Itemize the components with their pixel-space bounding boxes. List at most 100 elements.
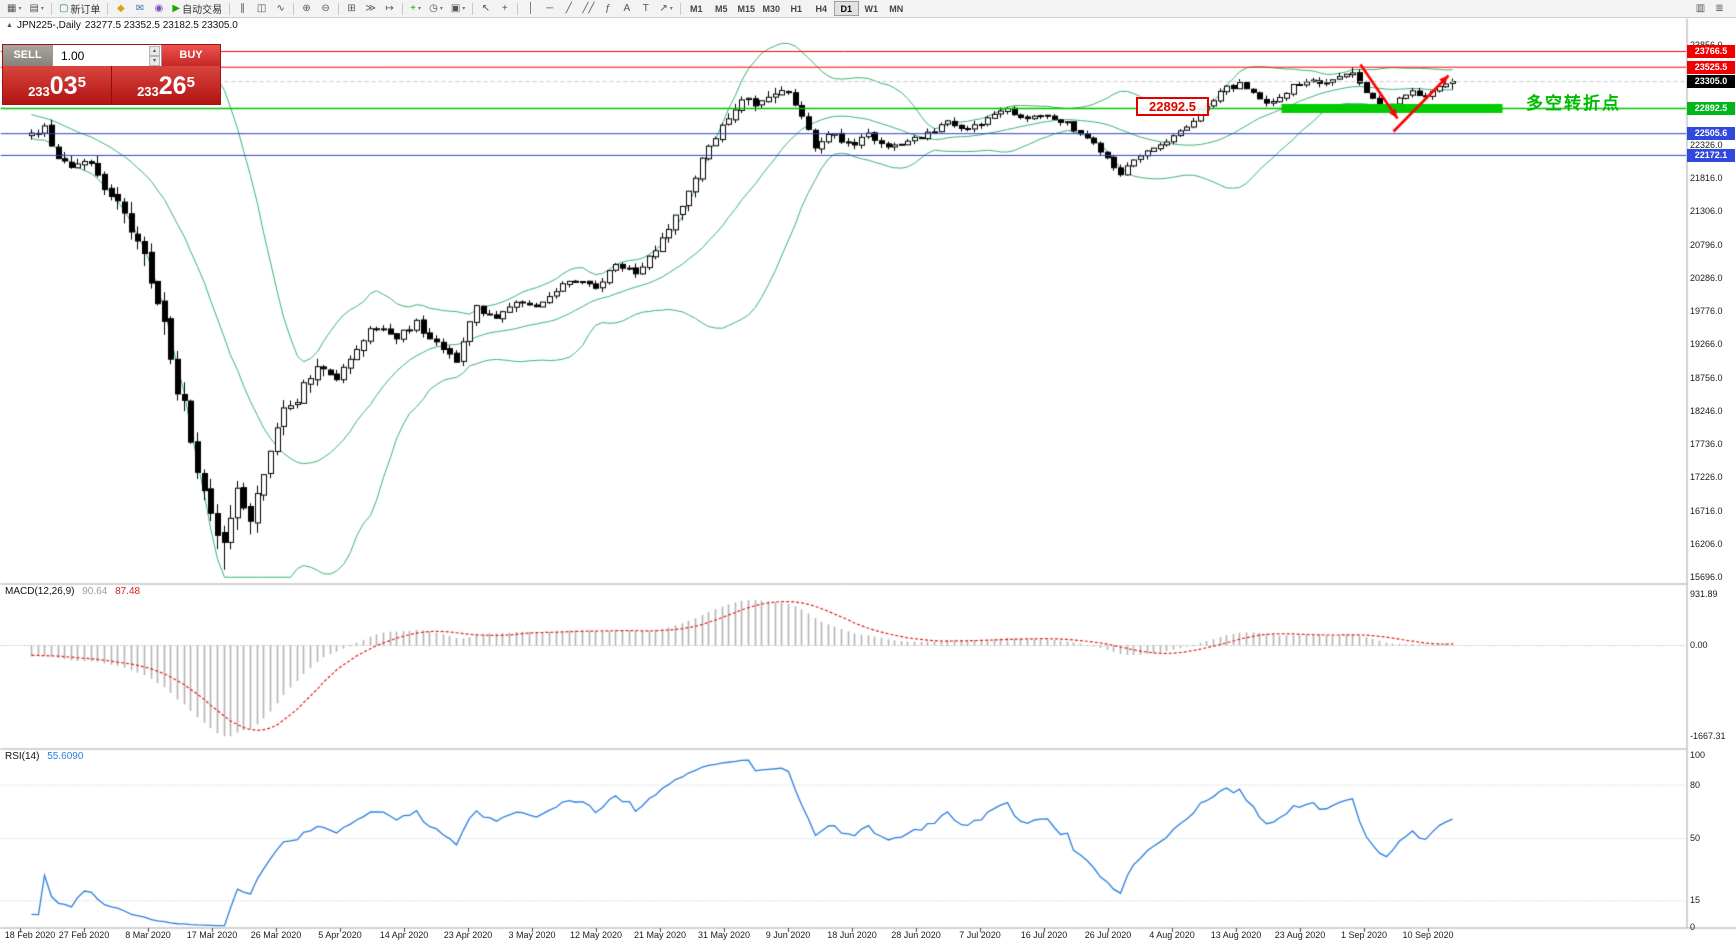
auto-scroll-button[interactable]: ≫ — [361, 1, 380, 16]
zoom-in-button[interactable]: ⊕ — [297, 1, 316, 16]
mailbox-button[interactable]: ✉ — [130, 1, 149, 16]
buy-button[interactable]: BUY — [162, 45, 220, 66]
date-axis-label: 5 Apr 2020 — [318, 930, 362, 940]
new-chart-icon: ▦ — [7, 3, 17, 14]
print-button[interactable]: ≣ — [1710, 1, 1729, 16]
line-chart-button[interactable]: ∿ — [271, 1, 290, 16]
horizontal-line-button[interactable]: ─ — [540, 1, 559, 16]
price-tag: 22892.5 — [1687, 102, 1735, 115]
sell-price[interactable]: 233 03 5 — [3, 66, 112, 104]
date-axis-label: 23 Aug 2020 — [1274, 930, 1326, 940]
new-order-button[interactable]: ▢ 新订单 — [55, 1, 104, 16]
chart-shift-button[interactable]: ↦ — [380, 1, 399, 16]
date-axis-label: 14 Apr 2020 — [379, 930, 429, 940]
timeframe-h4-button[interactable]: H4 — [815, 3, 828, 14]
rsi-axis-label: 0 — [1690, 922, 1696, 932]
price-axis-label: 17736.0 — [1690, 439, 1723, 449]
price-tag: 23525.5 — [1687, 61, 1735, 74]
chart-symbol-period: JPN225-,Daily — [16, 20, 81, 31]
toolbar-separator — [107, 2, 109, 15]
toolbar-separator — [679, 2, 681, 15]
price-digits: 233 — [28, 84, 50, 99]
volume-input[interactable] — [53, 45, 161, 66]
timeframe-w1-button[interactable]: W1 — [864, 3, 879, 14]
volume-increase-button[interactable]: ▴ — [149, 46, 160, 56]
toolbar-separator — [229, 2, 231, 15]
caret-down-icon: ▾ — [40, 6, 44, 12]
bar-chart-button[interactable]: ∥ — [233, 1, 252, 16]
crosshair-button[interactable]: + — [495, 1, 514, 16]
auto-trading-label: 自动交易 — [182, 5, 223, 16]
chart-title: ▲ JPN225-,Daily 23277.5 23352.5 23182.5 … — [6, 20, 238, 31]
alerts-button[interactable]: ◆ — [111, 1, 130, 16]
toolbar-separator — [338, 2, 340, 15]
date-axis-label: 21 May 2020 — [633, 930, 687, 940]
timeframe-h1-button[interactable]: H1 — [790, 3, 803, 14]
tile-windows-button[interactable]: ⊞ — [342, 1, 361, 16]
rsi-axis-label: 50 — [1690, 833, 1701, 843]
timeframe-m5-button[interactable]: M5 — [715, 3, 728, 14]
trendline-button[interactable]: ╱ — [559, 1, 578, 16]
mailbox-icon: ✉ — [135, 3, 145, 14]
news-button[interactable]: ◉ — [149, 1, 168, 16]
date-axis-label: 18 Feb 2020 — [4, 930, 56, 940]
support-price-label: 22892.5 — [1136, 97, 1209, 116]
price-digits: 26 — [158, 72, 187, 100]
macd-signal-value: 87.48 — [115, 586, 141, 597]
candlestick-chart-button[interactable]: ◫ — [252, 1, 271, 16]
price-axis-label: 18246.0 — [1690, 406, 1723, 416]
date-axis-label: 1 Sep 2020 — [1340, 930, 1388, 940]
price-axis-label: 16206.0 — [1690, 539, 1723, 549]
vertical-line-button[interactable]: │ — [521, 1, 540, 16]
equidistant-channel-button[interactable]: ╱╱ — [578, 1, 598, 16]
date-axis-label: 7 Jul 2020 — [959, 930, 1001, 940]
sell-button[interactable]: SELL — [3, 45, 52, 66]
toolbar-separator — [517, 2, 519, 15]
macd-indicator-header: MACD(12,26,9) 90.64 87.48 — [5, 586, 140, 597]
price-digits: 5 — [77, 74, 86, 91]
print-icon: ≣ — [1715, 3, 1724, 14]
indicators-button[interactable]: + ▾ — [406, 1, 425, 16]
chart-profiles-button[interactable]: ▤ ▾ — [25, 1, 47, 16]
timeframe-m1-button[interactable]: M1 — [690, 3, 703, 14]
text-label-button[interactable]: T — [636, 1, 655, 16]
data-window-button[interactable]: ▥ — [1691, 1, 1710, 16]
arrow-tools-button[interactable]: ↗ ▾ — [655, 1, 676, 16]
toolbar: ▦ ▾ ▤ ▾ ▢ 新订单 ◆ ✉ ◉ ▶ 自动交易 ∥ ◫ ∿ ⊕ ⊖ ⊞ ≫ ↦ + ▾ ◷ ▾ ▣ ▾ ↖ + │ ─ ╱ ╱╱ ƒ A T… — [0, 0, 1736, 18]
rsi-axis-label: 100 — [1690, 750, 1706, 760]
templates-button[interactable]: ▣ ▾ — [447, 1, 469, 16]
volume-decrease-button[interactable]: ▾ — [149, 56, 160, 66]
alerts-icon: ◆ — [117, 3, 125, 14]
date-axis-label: 27 Feb 2020 — [58, 930, 110, 940]
text-button[interactable]: A — [617, 1, 636, 16]
timeframe-d1-button[interactable]: D1 — [833, 1, 859, 16]
timeframe-m30-button[interactable]: M30 — [762, 3, 781, 14]
price-axis-label: 21816.0 — [1690, 173, 1723, 183]
cursor-button[interactable]: ↖ — [476, 1, 495, 16]
time-periods-button[interactable]: ◷ ▾ — [425, 1, 447, 16]
auto-scroll-icon: ≫ — [365, 3, 376, 14]
auto-trading-button[interactable]: ▶ 自动交易 — [168, 1, 226, 16]
data-window-icon: ▥ — [1695, 3, 1706, 14]
fibonacci-retracement-button[interactable]: ƒ — [598, 1, 617, 16]
new-chart-button[interactable]: ▦ ▾ — [3, 1, 25, 16]
price-axis-label: 21306.0 — [1690, 206, 1723, 216]
indicators-icon: + — [410, 3, 416, 14]
text-label-icon: T — [642, 3, 649, 14]
new-order-icon: ▢ — [58, 3, 69, 14]
fibonacci-retracement-icon: ƒ — [605, 3, 611, 14]
vertical-line-icon: │ — [527, 3, 534, 14]
toolbar-separator — [472, 2, 474, 15]
zoom-out-button[interactable]: ⊖ — [316, 1, 335, 16]
news-icon: ◉ — [154, 3, 164, 14]
timeframe-m15-button[interactable]: M15 — [737, 3, 756, 14]
buy-price[interactable]: 233 26 5 — [112, 66, 220, 104]
macd-axis-label: 931.89 — [1690, 589, 1718, 599]
price-axis-label: 22326.0 — [1690, 140, 1723, 150]
price-axis-label: 20796.0 — [1690, 240, 1723, 250]
price-axis-label: 16716.0 — [1690, 506, 1723, 516]
timeframe-mn-button[interactable]: MN — [889, 3, 904, 14]
